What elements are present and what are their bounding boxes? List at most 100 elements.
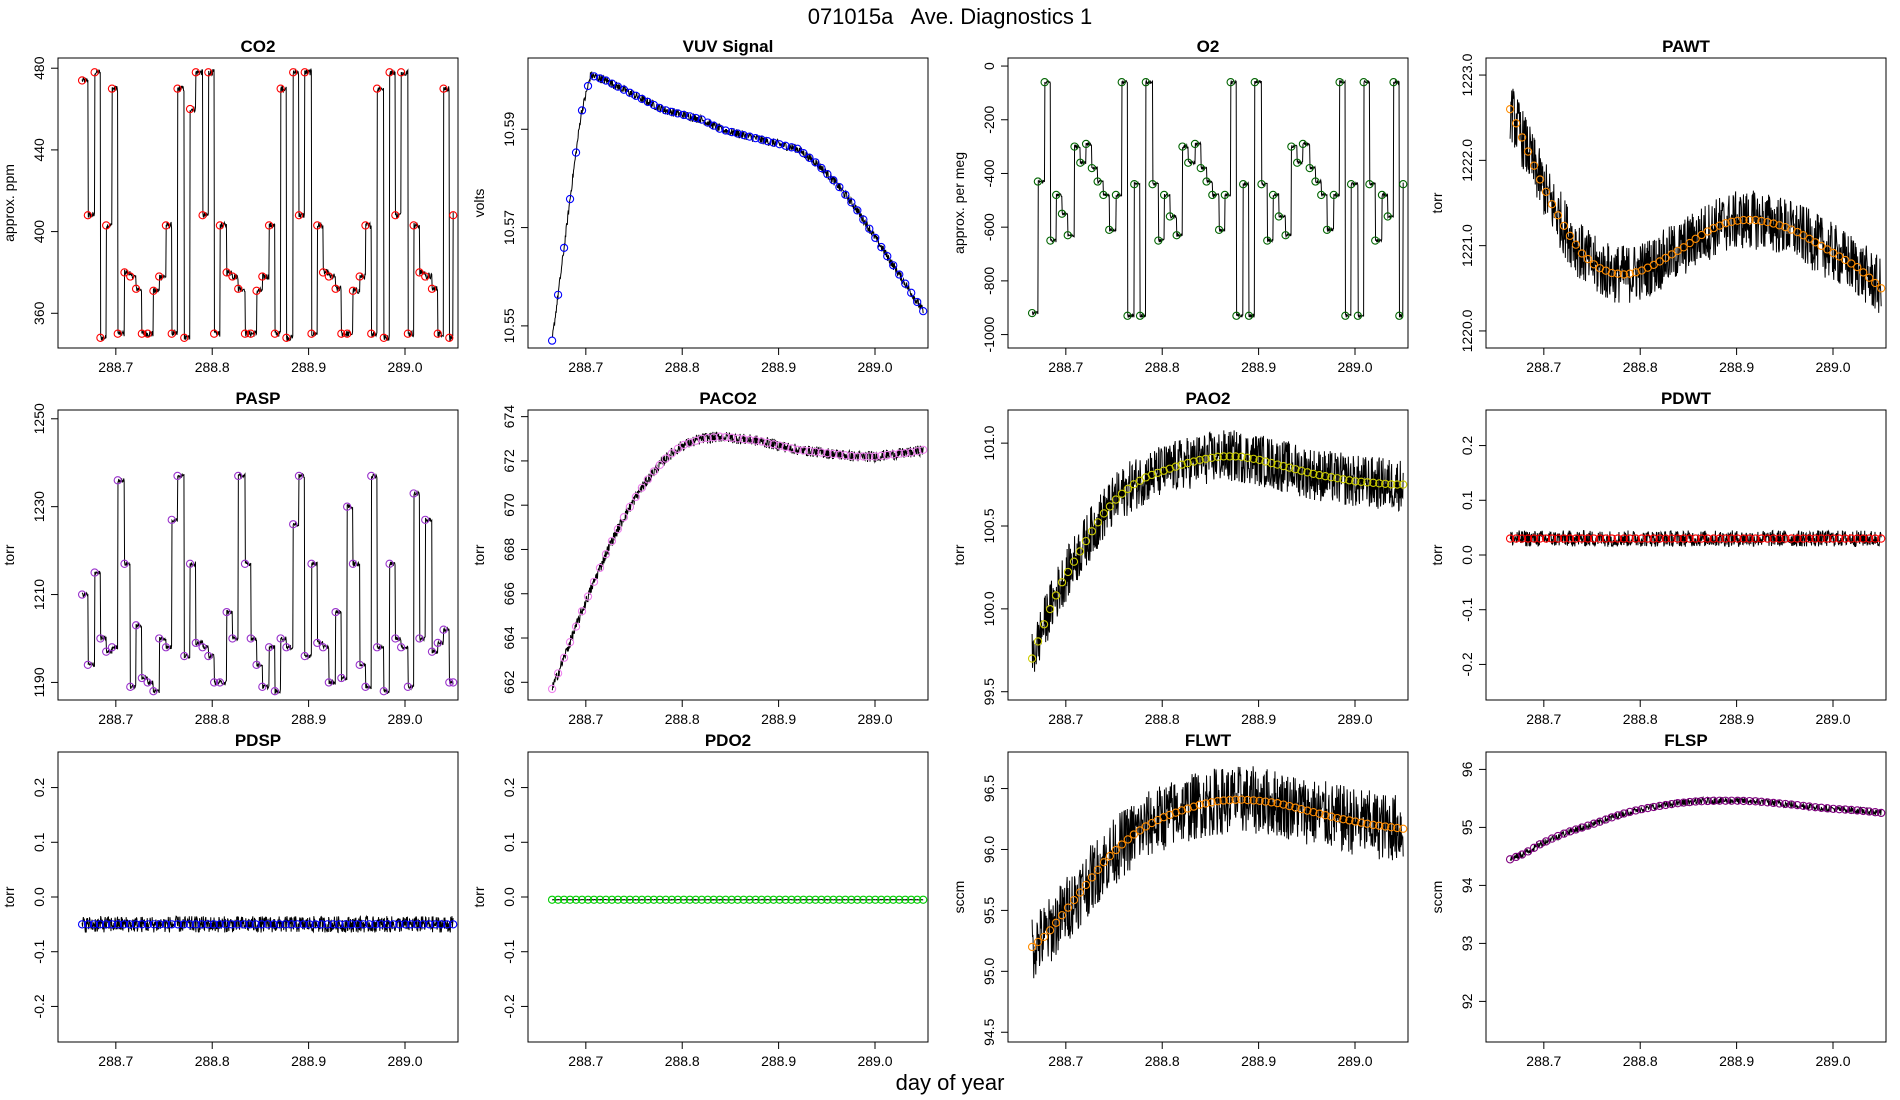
data-point [204,68,213,77]
x-tick-label: 289.0 [1337,711,1372,727]
data-point [763,895,772,904]
data-point [1099,858,1109,867]
y-tick-label: 0.1 [501,832,517,852]
data-point [143,678,152,687]
data-point [1159,466,1168,475]
data-point [324,272,333,281]
panel-title: PACO2 [699,389,756,408]
data-point [1751,534,1760,543]
data-point [775,895,784,904]
data-point [1196,163,1205,173]
data-point [401,920,410,929]
data-point [673,895,682,904]
data-layer [547,71,928,345]
data-point [1841,805,1850,814]
raw-trace [81,68,454,342]
data-point [1111,845,1121,855]
data-point [1359,78,1368,87]
data-point [1051,918,1061,927]
plot-frame [1485,751,1887,1043]
data-point [318,268,328,277]
data-point [865,224,874,233]
raw-trace [1031,78,1404,319]
data-point [919,445,928,454]
data-point [1033,177,1043,186]
x-tick-label: 289.0 [857,711,892,727]
data-point [367,329,376,338]
x-tick-label: 289.0 [387,711,422,727]
data-point [721,126,730,135]
data-point [607,895,617,904]
data-layer [1027,78,1408,320]
panel-pao2: PAO2 torr 288.7 288.8 288.9 289.0 99.5 100.0 100… [951,389,1409,727]
data-point [1733,216,1742,225]
y-tick-label: 662 [501,670,517,694]
data-point [1375,821,1384,830]
data-point [595,74,605,83]
data-point [1305,163,1314,173]
data-point [1601,534,1611,543]
data-point [1697,230,1706,240]
data-point [721,432,730,442]
data-point [1811,803,1820,812]
data-point [1679,243,1688,252]
data-point [1075,888,1085,897]
data-point [553,895,563,904]
data-point [1865,273,1874,282]
data-point [1046,236,1055,245]
data-point [1353,311,1363,320]
x-tick-label: 288.8 [1623,711,1658,727]
data-point [1232,311,1241,320]
data-point [396,643,406,652]
panel-title: PASP [235,389,280,408]
data-point [197,920,206,929]
data-point [817,163,826,173]
data-point [1285,463,1294,472]
data-point [565,638,575,647]
y-tick-label: 672 [501,449,517,473]
plot-frame [1007,751,1409,1043]
data-point [263,920,272,929]
data-point [1057,911,1067,920]
data-point [589,72,599,81]
data-point [1637,804,1646,814]
data-point [1297,804,1306,814]
data-point [1715,534,1724,543]
data-point [1589,819,1599,828]
data-point [1847,534,1856,543]
data-point [125,920,135,929]
data-point [1655,257,1664,266]
data-point [763,137,772,146]
data-point [1327,812,1336,821]
data-point [1829,248,1838,258]
figure-title: 071015a Ave. Diagnostics 1 [807,4,1093,29]
data-point [1553,211,1563,220]
data-point [1559,221,1569,230]
data-point [1117,78,1126,87]
y-axis-label: torr [1,886,17,907]
data-point [1341,311,1350,320]
data-point [173,84,182,93]
x-tick-label: 288.9 [291,711,326,727]
data-point [1267,798,1276,807]
data-point [1201,454,1210,464]
data-point [733,129,742,138]
data-point [1039,932,1049,942]
y-tick-label: 1220.0 [1459,309,1475,352]
data-point [1715,796,1724,805]
data-point [137,920,147,929]
data-point [793,895,802,904]
y-tick-label: 440 [31,138,47,162]
plot-frame [57,57,459,349]
data-point [1577,823,1587,832]
data-point [1399,824,1408,833]
data-point [1297,466,1306,475]
y-tick-label: 96.0 [981,836,997,863]
data-point [331,607,340,617]
data-point [631,895,641,904]
data-point [337,329,346,338]
data-point [1769,798,1778,808]
data-point [1841,534,1850,543]
data-point [679,895,688,904]
